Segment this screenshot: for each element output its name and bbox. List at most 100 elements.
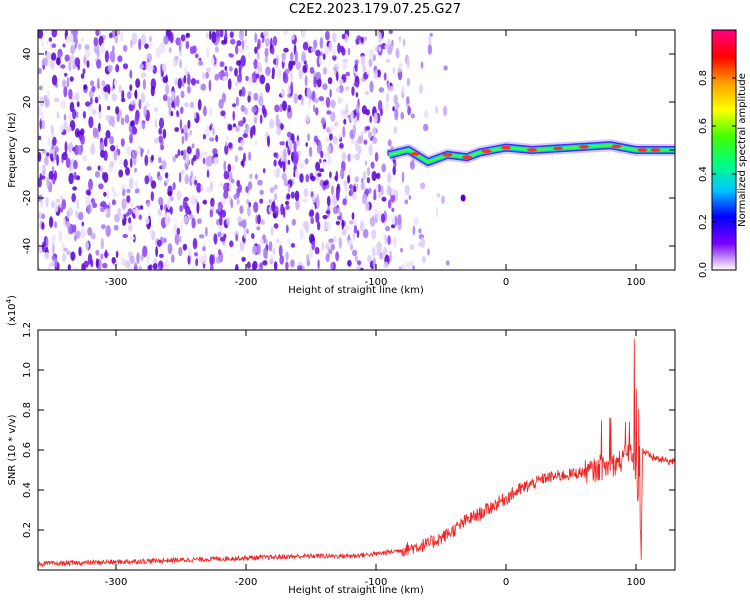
- heatmap-noise-blob: [220, 209, 227, 218]
- heatmap-noise-blob: [290, 259, 295, 268]
- colorbar-label: Normalized spectral amplitude: [737, 73, 748, 227]
- heatmap-noise-blob: [240, 160, 244, 166]
- heatmap-noise-blob: [322, 83, 328, 90]
- heatmap-noise-blob: [406, 96, 410, 104]
- heatmap-noise-blob: [402, 38, 406, 47]
- heatmap-noise-blob: [308, 146, 313, 158]
- heatmap-noise-blob: [245, 44, 249, 50]
- heatmap-noise-blob: [294, 50, 299, 63]
- heatmap-noise-blob: [138, 145, 142, 150]
- heatmap-noise-blob: [251, 245, 258, 255]
- heatmap-noise-blob: [330, 111, 336, 122]
- heatmap-noise-blob: [111, 93, 117, 102]
- heatmap-noise-blob: [118, 169, 124, 178]
- heatmap-noise-blob: [171, 254, 175, 263]
- heatmap-noise-blob: [179, 59, 183, 69]
- heatmap-noise-blob: [273, 152, 278, 158]
- heatmap-noise-blob: [333, 66, 337, 72]
- heatmap-noise-blob: [110, 144, 116, 152]
- heatmap-noise-blob: [168, 47, 172, 53]
- heatmap-noise-blob: [240, 104, 246, 113]
- heatmap-noise-blob: [251, 106, 257, 113]
- heatmap-noise-blob: [200, 83, 207, 91]
- heatmap-noise-blob: [267, 135, 270, 147]
- heatmap-noise-blob: [198, 234, 205, 239]
- heatmap-noise-blob: [239, 205, 244, 215]
- heatmap-noise-blob: [398, 266, 402, 270]
- heatmap-noise-blob: [166, 197, 171, 210]
- heatmap-noise-blob: [194, 252, 198, 257]
- heatmap-noise-blob: [238, 30, 245, 41]
- heatmap-noise-blob: [253, 116, 257, 124]
- heatmap-noise-blob: [238, 48, 245, 54]
- heatmap-noise-blob: [347, 154, 351, 162]
- heatmap-noise-blob: [38, 135, 42, 141]
- heatmap-noise-blob: [82, 111, 86, 119]
- heatmap-noise-blob: [305, 113, 310, 124]
- heatmap-noise-blob: [400, 112, 405, 120]
- heatmap-noise-blob: [272, 247, 276, 256]
- heatmap-noise-blob: [149, 230, 153, 236]
- heatmap-noise-blob: [310, 191, 314, 198]
- heatmap-noise-blob: [87, 227, 93, 236]
- heatmap-noise-blob: [390, 224, 396, 229]
- heatmap-noise-blob: [240, 139, 245, 146]
- heatmap-noise-blob: [48, 37, 52, 42]
- heatmap-noise-blob: [174, 77, 179, 86]
- heatmap-noise-blob: [185, 40, 190, 50]
- heatmap-noise-blob: [135, 179, 138, 189]
- heatmap-noise-blob: [176, 110, 179, 116]
- heatmap-noise-blob: [40, 166, 45, 171]
- heatmap-noise-blob: [177, 77, 182, 89]
- heatmap-signal-band: [387, 139, 675, 202]
- colorbar-ticks: 0.0 0.2 0.4 0.6 0.8: [698, 70, 736, 278]
- heatmap-noise-blob: [52, 136, 57, 146]
- heatmap-noise-blob: [71, 193, 76, 203]
- heatmap-noise-blob: [81, 221, 85, 227]
- heatmap-noise-blob: [227, 163, 232, 173]
- heatmap-noise-blob: [44, 155, 49, 166]
- heatmap-noise-blob: [347, 174, 351, 184]
- heatmap-noise-blob: [229, 53, 234, 58]
- heatmap-noise-blob: [392, 67, 395, 75]
- heatmap-noise-blob: [247, 206, 251, 217]
- heatmap-noise-blob: [187, 119, 191, 129]
- heatmap-noise-blob: [74, 92, 80, 102]
- band-hotspot: [410, 152, 420, 156]
- heatmap-noise-blob: [178, 172, 182, 183]
- heatmap-noise-blob: [169, 206, 173, 215]
- heatmap-y-tick-label: 40: [22, 48, 33, 61]
- heatmap-noise-blob: [305, 142, 308, 147]
- heatmap-noise-blob: [158, 196, 164, 206]
- heatmap-noise-blob: [41, 241, 46, 253]
- heatmap-noise-blob: [383, 261, 389, 269]
- heatmap-noise-blob: [151, 154, 154, 162]
- heatmap-noise-blob: [141, 149, 145, 153]
- heatmap-noise-blob: [50, 124, 54, 135]
- heatmap-noise-blob: [335, 170, 339, 182]
- heatmap-noise-blob: [234, 67, 238, 77]
- heatmap-noise-blob: [302, 41, 309, 51]
- heatmap-noise-blob: [120, 117, 125, 126]
- heatmap-noise-blob: [336, 215, 342, 220]
- heatmap-noise-blob: [325, 136, 330, 143]
- heatmap-noise-blob: [333, 48, 336, 57]
- heatmap-noise-blob: [320, 150, 324, 159]
- heatmap-noise-blob: [120, 186, 124, 192]
- heatmap-noise-blob: [279, 141, 286, 146]
- heatmap-noise-blob: [401, 85, 405, 94]
- heatmap-noise-blob: [157, 209, 162, 216]
- heatmap-noise-blob: [82, 68, 86, 75]
- heatmap-noise-blob: [190, 78, 197, 86]
- heatmap-noise-blob: [48, 216, 54, 228]
- heatmap-noise-blob: [336, 87, 341, 93]
- heatmap-noise-blob: [309, 209, 315, 217]
- heatmap-noise-blob: [170, 111, 174, 117]
- heatmap-noise-blob: [401, 263, 406, 270]
- heatmap-noise-blob: [221, 39, 227, 45]
- heatmap-noise-blob: [435, 205, 439, 218]
- heatmap-noise-blob: [233, 193, 238, 200]
- heatmap-noise-blob: [235, 233, 239, 242]
- heatmap-noise-blob: [173, 223, 178, 236]
- heatmap-noise-blob: [63, 247, 68, 252]
